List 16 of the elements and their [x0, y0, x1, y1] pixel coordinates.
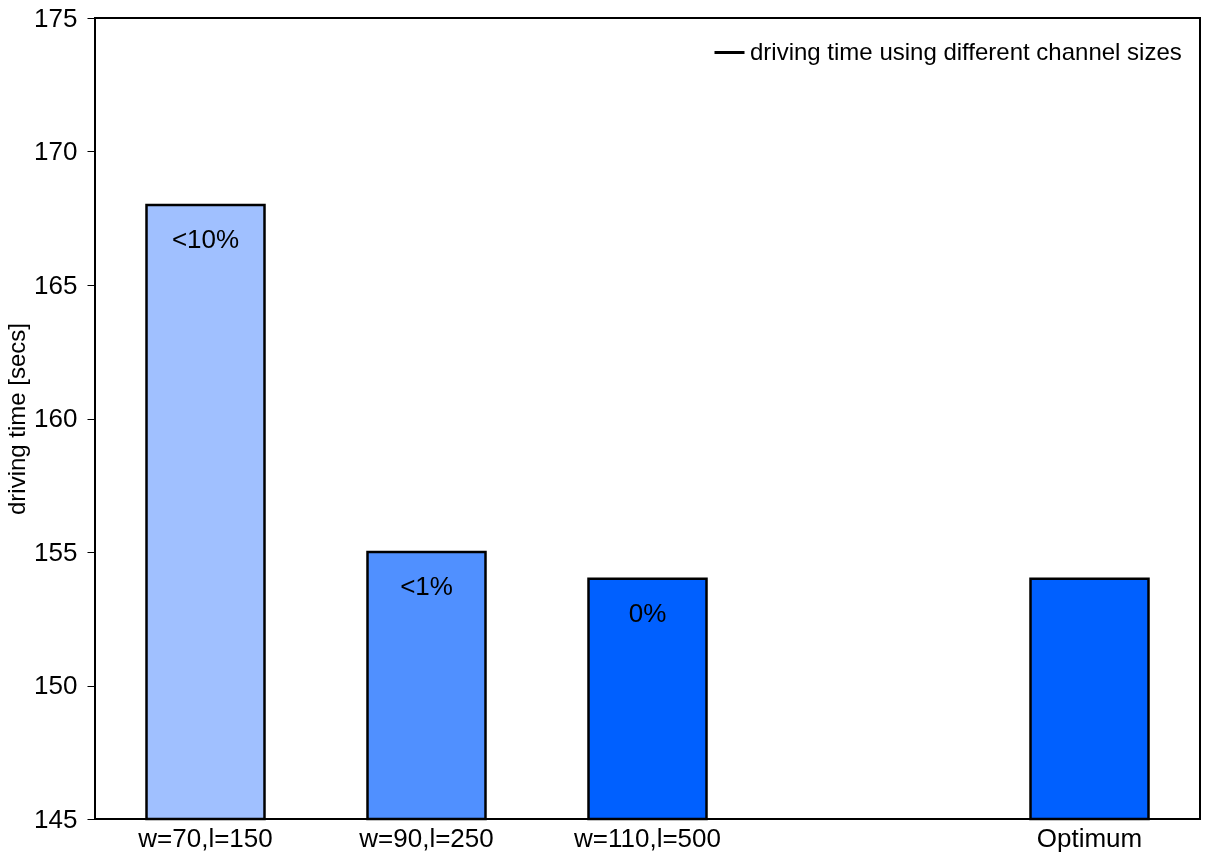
y-tick-label: 150	[34, 670, 78, 700]
annotation: 0%	[628, 597, 667, 628]
y-tick-label: 175	[34, 2, 78, 33]
y-tick-label: 160	[34, 403, 78, 433]
annotation: <10%	[171, 223, 240, 254]
x-tick-label: Optimum	[1036, 822, 1143, 853]
y-tick-label: 145	[34, 803, 78, 834]
x-tick-label: w=90,l=250	[358, 822, 494, 853]
y-tick-label: 170	[34, 136, 78, 166]
y-tick-label: 155	[34, 536, 78, 567]
legend-label: driving time using different channel sizes	[750, 37, 1182, 65]
y-axis-title: driving time [secs]	[3, 322, 31, 516]
annotation: <1%	[400, 571, 453, 601]
x-tick-label: w=70,l=150	[137, 822, 273, 853]
x-tick-label: w=110,l=500	[573, 822, 721, 853]
y-tick-label: 165	[34, 269, 78, 300]
